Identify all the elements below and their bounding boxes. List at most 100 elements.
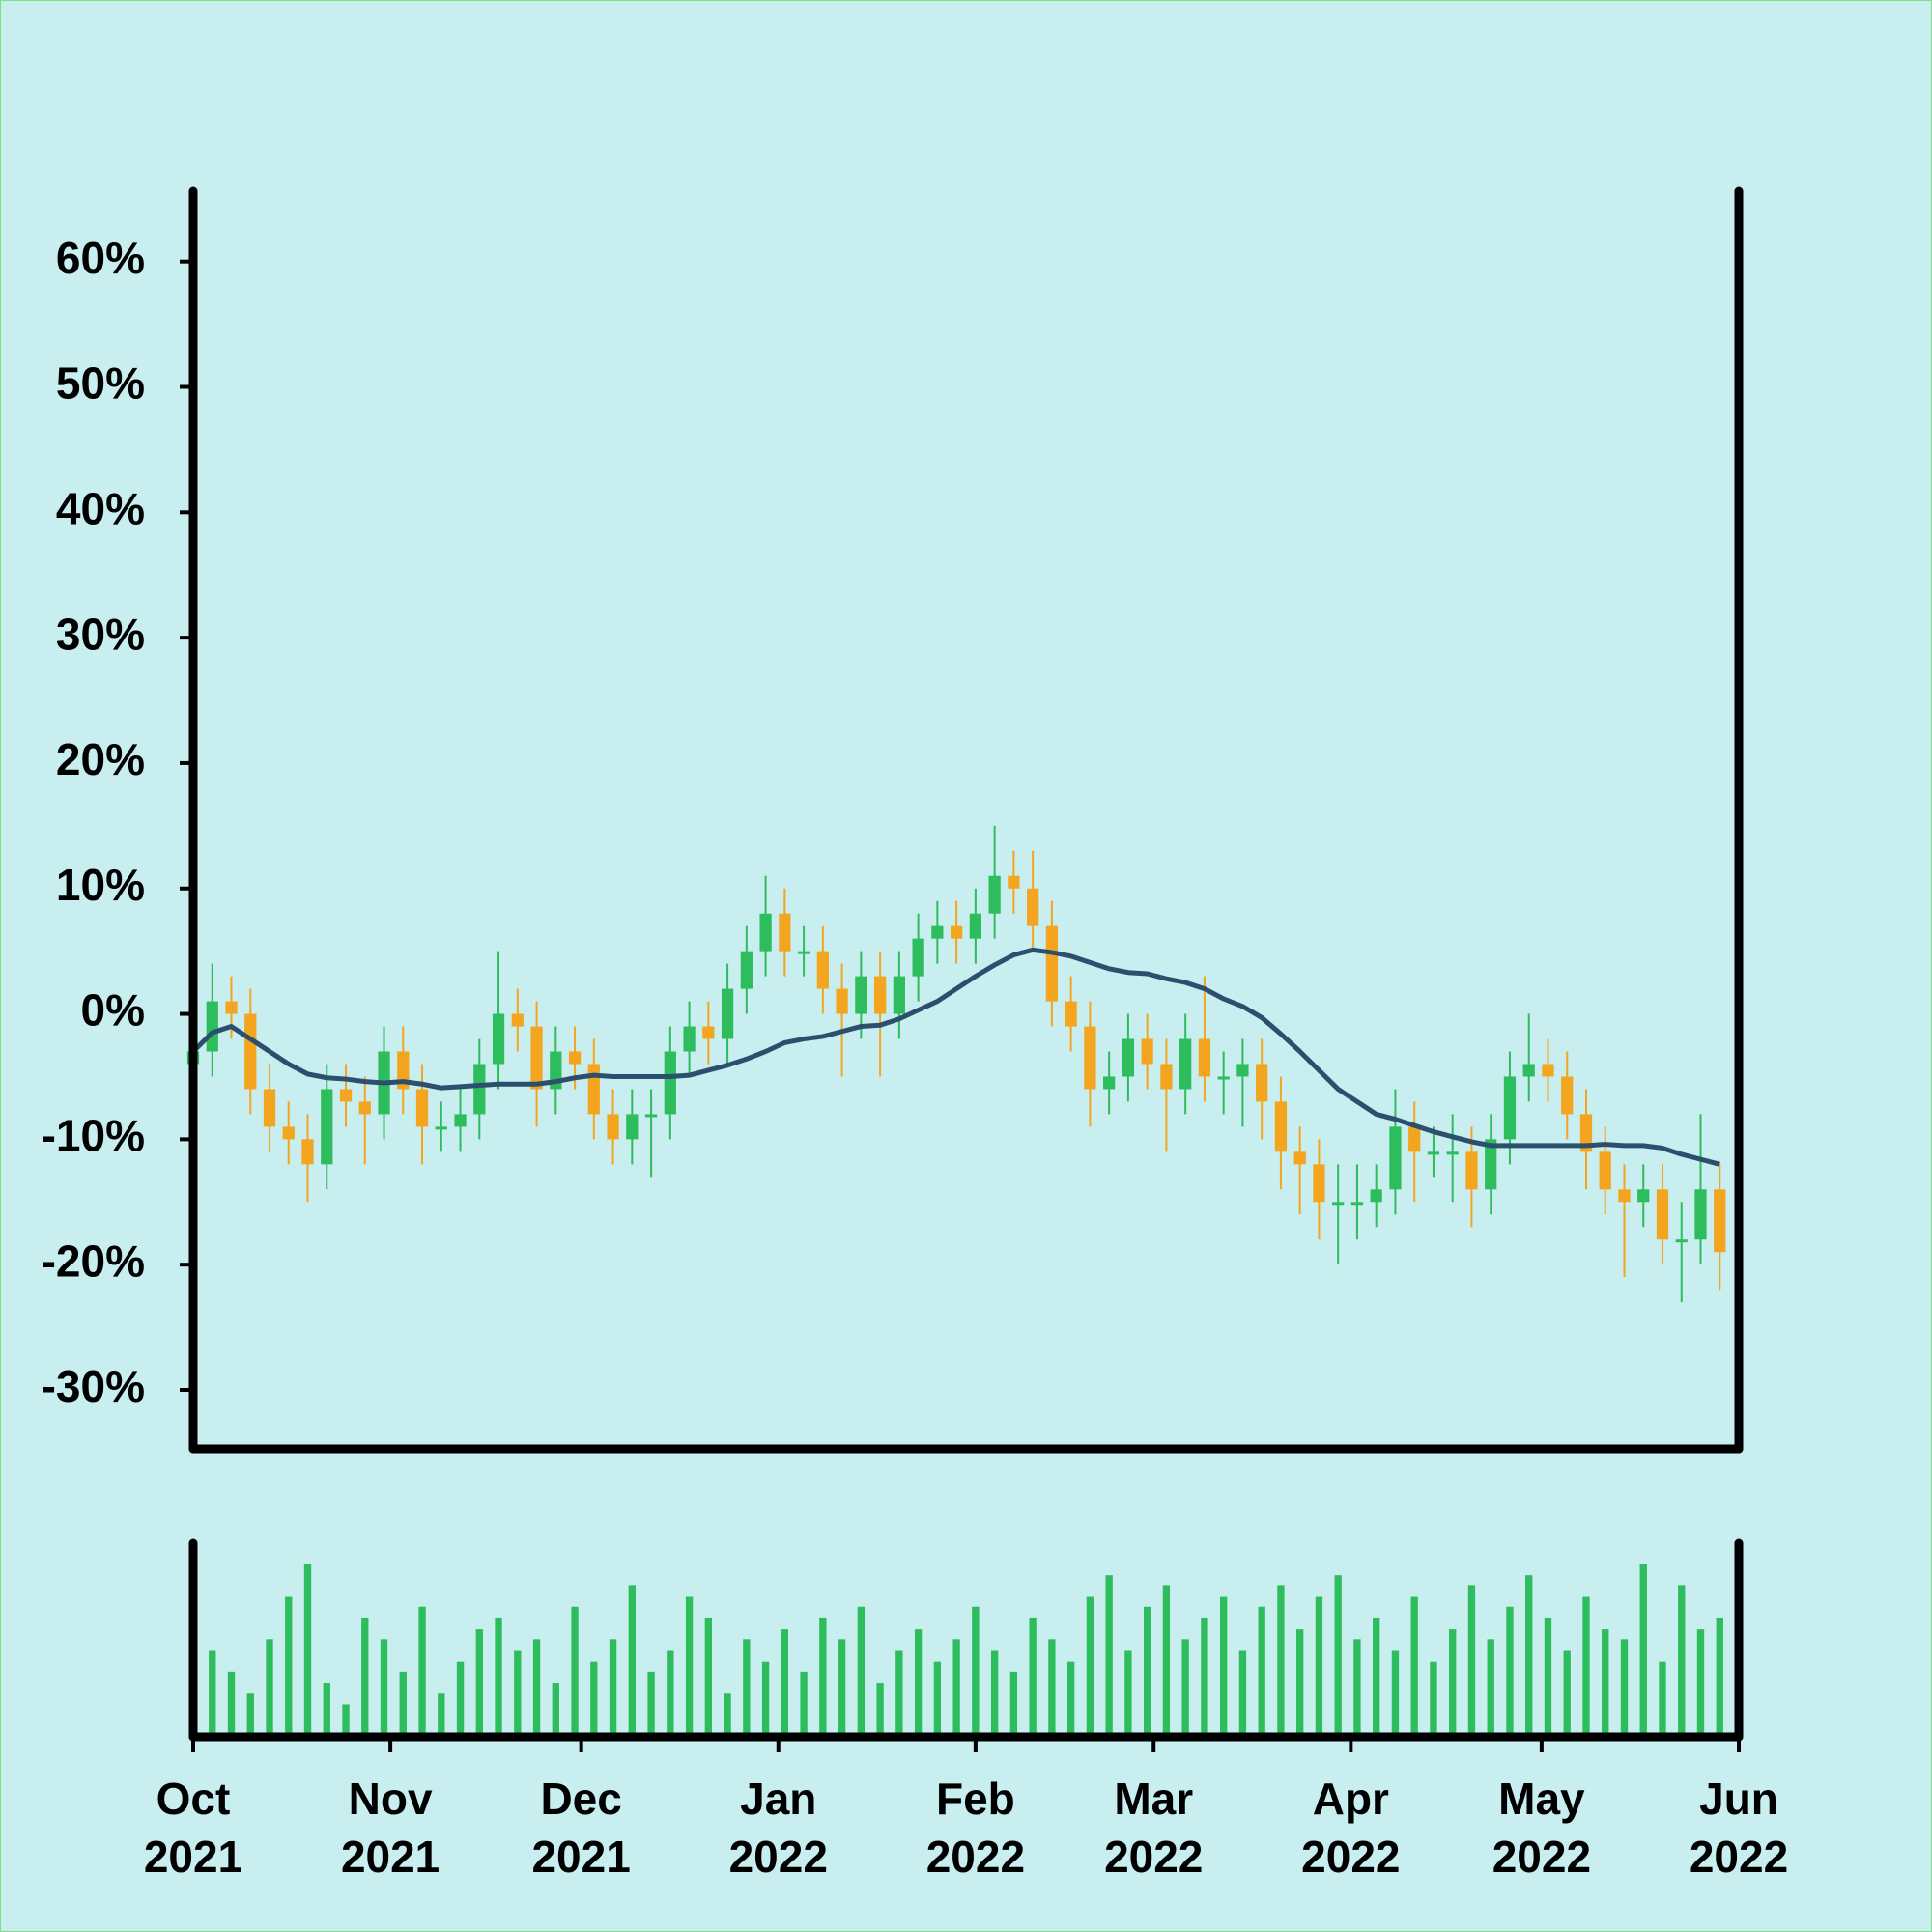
volume-bar	[895, 1650, 903, 1737]
axes	[188, 186, 1744, 1742]
candle-body	[797, 951, 810, 954]
volume-bar	[647, 1671, 655, 1737]
candle-body	[1465, 1151, 1478, 1190]
volume-bar	[685, 1596, 694, 1737]
x-tick-label: Nov 2021	[341, 1774, 440, 1882]
candle-body	[816, 951, 829, 989]
volume-bar	[532, 1639, 541, 1737]
volume-bar	[781, 1629, 789, 1737]
volume-bar	[1659, 1661, 1666, 1737]
volume-bar	[1487, 1639, 1494, 1737]
volume-bar	[838, 1639, 846, 1737]
volume-bar	[972, 1606, 980, 1737]
volume-bar	[1467, 1585, 1476, 1737]
candle-body	[1714, 1189, 1726, 1253]
candle-body	[1274, 1101, 1288, 1152]
volume-bar	[819, 1617, 827, 1737]
candle-body	[1008, 875, 1020, 889]
y-tick-label: 30%	[56, 609, 145, 659]
volume-bar	[418, 1606, 426, 1737]
candle-body	[931, 925, 944, 939]
candle-body	[530, 1026, 543, 1090]
y-tick-label: -20%	[42, 1236, 145, 1286]
candle-body	[988, 875, 1001, 914]
candle-body	[454, 1114, 467, 1127]
volume-bar	[475, 1629, 483, 1737]
candle-body	[282, 1126, 295, 1140]
volume-bar	[285, 1596, 293, 1737]
candle-body	[1599, 1151, 1611, 1190]
moving-average-line	[191, 947, 1720, 1167]
volume-bar	[456, 1661, 465, 1737]
volume-bar	[667, 1650, 674, 1737]
volume-bar	[1410, 1596, 1418, 1737]
volume-bar	[438, 1693, 445, 1737]
candle-body	[206, 1001, 218, 1052]
candle-body	[1332, 1202, 1345, 1206]
volume-bar	[266, 1639, 273, 1737]
candle-body	[511, 1013, 524, 1027]
candle-body	[225, 1001, 238, 1014]
volume-bar	[1143, 1606, 1151, 1737]
x-tick-label: Dec 2021	[531, 1774, 630, 1882]
candle-body	[912, 938, 924, 977]
volume-bar	[704, 1617, 713, 1737]
candle-body	[855, 976, 867, 1014]
volume-bar	[857, 1606, 866, 1737]
y-tick-label: -30%	[42, 1361, 145, 1411]
volume-bar	[1315, 1596, 1323, 1737]
candle-body	[1027, 888, 1039, 926]
volume-bar	[1124, 1650, 1132, 1737]
x-tick-label: May 2022	[1492, 1774, 1591, 1882]
candle-body	[1561, 1076, 1574, 1115]
candle-body	[263, 1089, 276, 1127]
candle-body	[1198, 1038, 1211, 1077]
volume-bar	[724, 1693, 731, 1737]
volume-bar	[1353, 1639, 1361, 1737]
volume-bar	[571, 1606, 579, 1737]
candle-body	[1236, 1064, 1249, 1077]
volume-bar	[1582, 1596, 1590, 1737]
volume-bar	[1238, 1650, 1247, 1737]
candle-body	[1141, 1038, 1153, 1065]
candle-body	[969, 913, 981, 939]
volume-bar	[761, 1661, 770, 1737]
x-tick-label: Feb 2022	[926, 1774, 1025, 1882]
volume-bar	[1009, 1671, 1018, 1737]
candle-body	[1122, 1038, 1135, 1077]
candle-body	[1293, 1151, 1306, 1165]
candle-body	[321, 1089, 333, 1165]
volume-bar	[743, 1639, 751, 1737]
candle-body	[1675, 1239, 1688, 1243]
plot-area	[186, 825, 1726, 1737]
volume-bar	[323, 1683, 330, 1737]
candle-body	[702, 1026, 715, 1039]
candle-body	[607, 1114, 619, 1140]
volume-bar	[380, 1639, 388, 1737]
volume-bar	[1639, 1564, 1647, 1737]
candle-body	[1656, 1189, 1669, 1240]
candle-body	[1350, 1202, 1364, 1206]
candle-body	[1313, 1164, 1325, 1203]
candle-body	[435, 1126, 447, 1130]
candle-body	[664, 1051, 676, 1115]
candle-body	[301, 1139, 314, 1165]
volume-bar	[1258, 1606, 1265, 1737]
candle-body	[1503, 1076, 1517, 1140]
volume-bar	[227, 1671, 236, 1737]
volume-bar	[990, 1650, 999, 1737]
volume-bar	[609, 1639, 617, 1737]
volume-bar	[1620, 1639, 1629, 1737]
volume-bar	[1219, 1596, 1228, 1737]
volume-bar	[1391, 1650, 1400, 1737]
volume-bar	[342, 1704, 350, 1737]
candle-body	[1084, 1026, 1096, 1090]
candle-body	[244, 1013, 257, 1090]
candle-body	[721, 988, 734, 1039]
candle-body	[1579, 1114, 1593, 1152]
volume-bar	[1430, 1661, 1437, 1737]
x-tick-label: Oct 2021	[144, 1774, 242, 1882]
volume-bar	[1066, 1661, 1075, 1737]
y-tick-label: 50%	[56, 358, 145, 409]
candle-body	[740, 951, 753, 989]
